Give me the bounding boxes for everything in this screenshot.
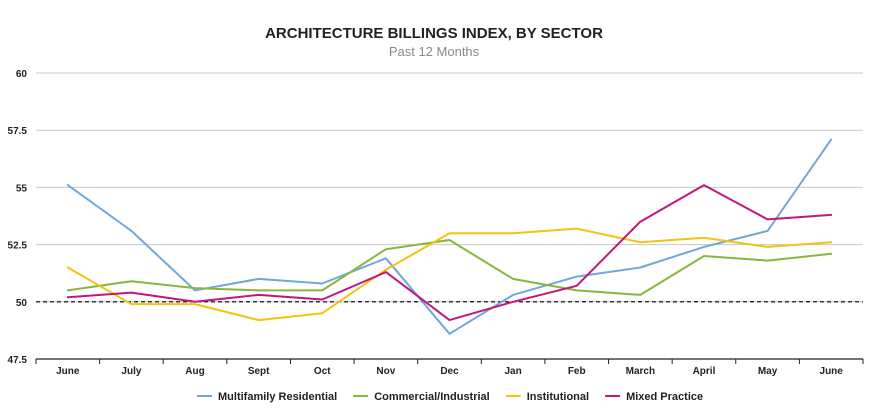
y-tick-label: 47.5 (8, 355, 28, 366)
legend-label: Commercial/Industrial (374, 391, 490, 403)
x-tick-label: Dec (440, 366, 459, 377)
series-lines (66, 138, 833, 335)
y-tick-label: 55 (16, 183, 28, 194)
chart-title: ARCHITECTURE BILLINGS INDEX, BY SECTOR (265, 25, 603, 42)
x-tick-label: Oct (314, 366, 331, 377)
x-tick-label: Aug (185, 366, 204, 377)
series-line-1 (66, 138, 833, 335)
series-line-3 (66, 227, 833, 322)
x-tick-label: Nov (376, 366, 395, 377)
legend: Multifamily Residential Commercial/Indust… (197, 391, 703, 403)
x-tick-label: July (121, 366, 141, 377)
x-tick-label: Jan (504, 366, 521, 377)
legend-label: Institutional (527, 391, 589, 403)
y-tick-label: 60 (16, 69, 28, 80)
x-tick-label: June (820, 366, 844, 377)
x-tick-label: June (56, 366, 80, 377)
x-tick-label: May (758, 366, 778, 377)
x-tick-label: March (626, 366, 655, 377)
legend-label: Multifamily Residential (218, 391, 337, 403)
x-tick-label: Sept (248, 366, 270, 377)
legend-item: Multifamily Residential (197, 391, 337, 403)
y-tick-label: 52.5 (8, 241, 28, 252)
chart-subtitle: Past 12 Months (389, 44, 480, 59)
axes: 47.5 50 52.5 55 57.5 60 June July Aug Sept Oct Nov D… (8, 69, 864, 377)
grid-lines (36, 72, 863, 303)
y-tick-label: 50 (16, 298, 28, 309)
x-tick-label: April (693, 366, 716, 377)
series-line-2 (66, 239, 833, 296)
y-tick-label: 57.5 (8, 126, 28, 137)
legend-item: Commercial/Industrial (353, 391, 490, 403)
x-tick-label: Feb (568, 366, 586, 377)
legend-label: Mixed Practice (626, 391, 703, 403)
legend-item: Mixed Practice (605, 391, 703, 403)
series-line-4 (66, 184, 833, 322)
legend-item: Institutional (505, 391, 589, 403)
